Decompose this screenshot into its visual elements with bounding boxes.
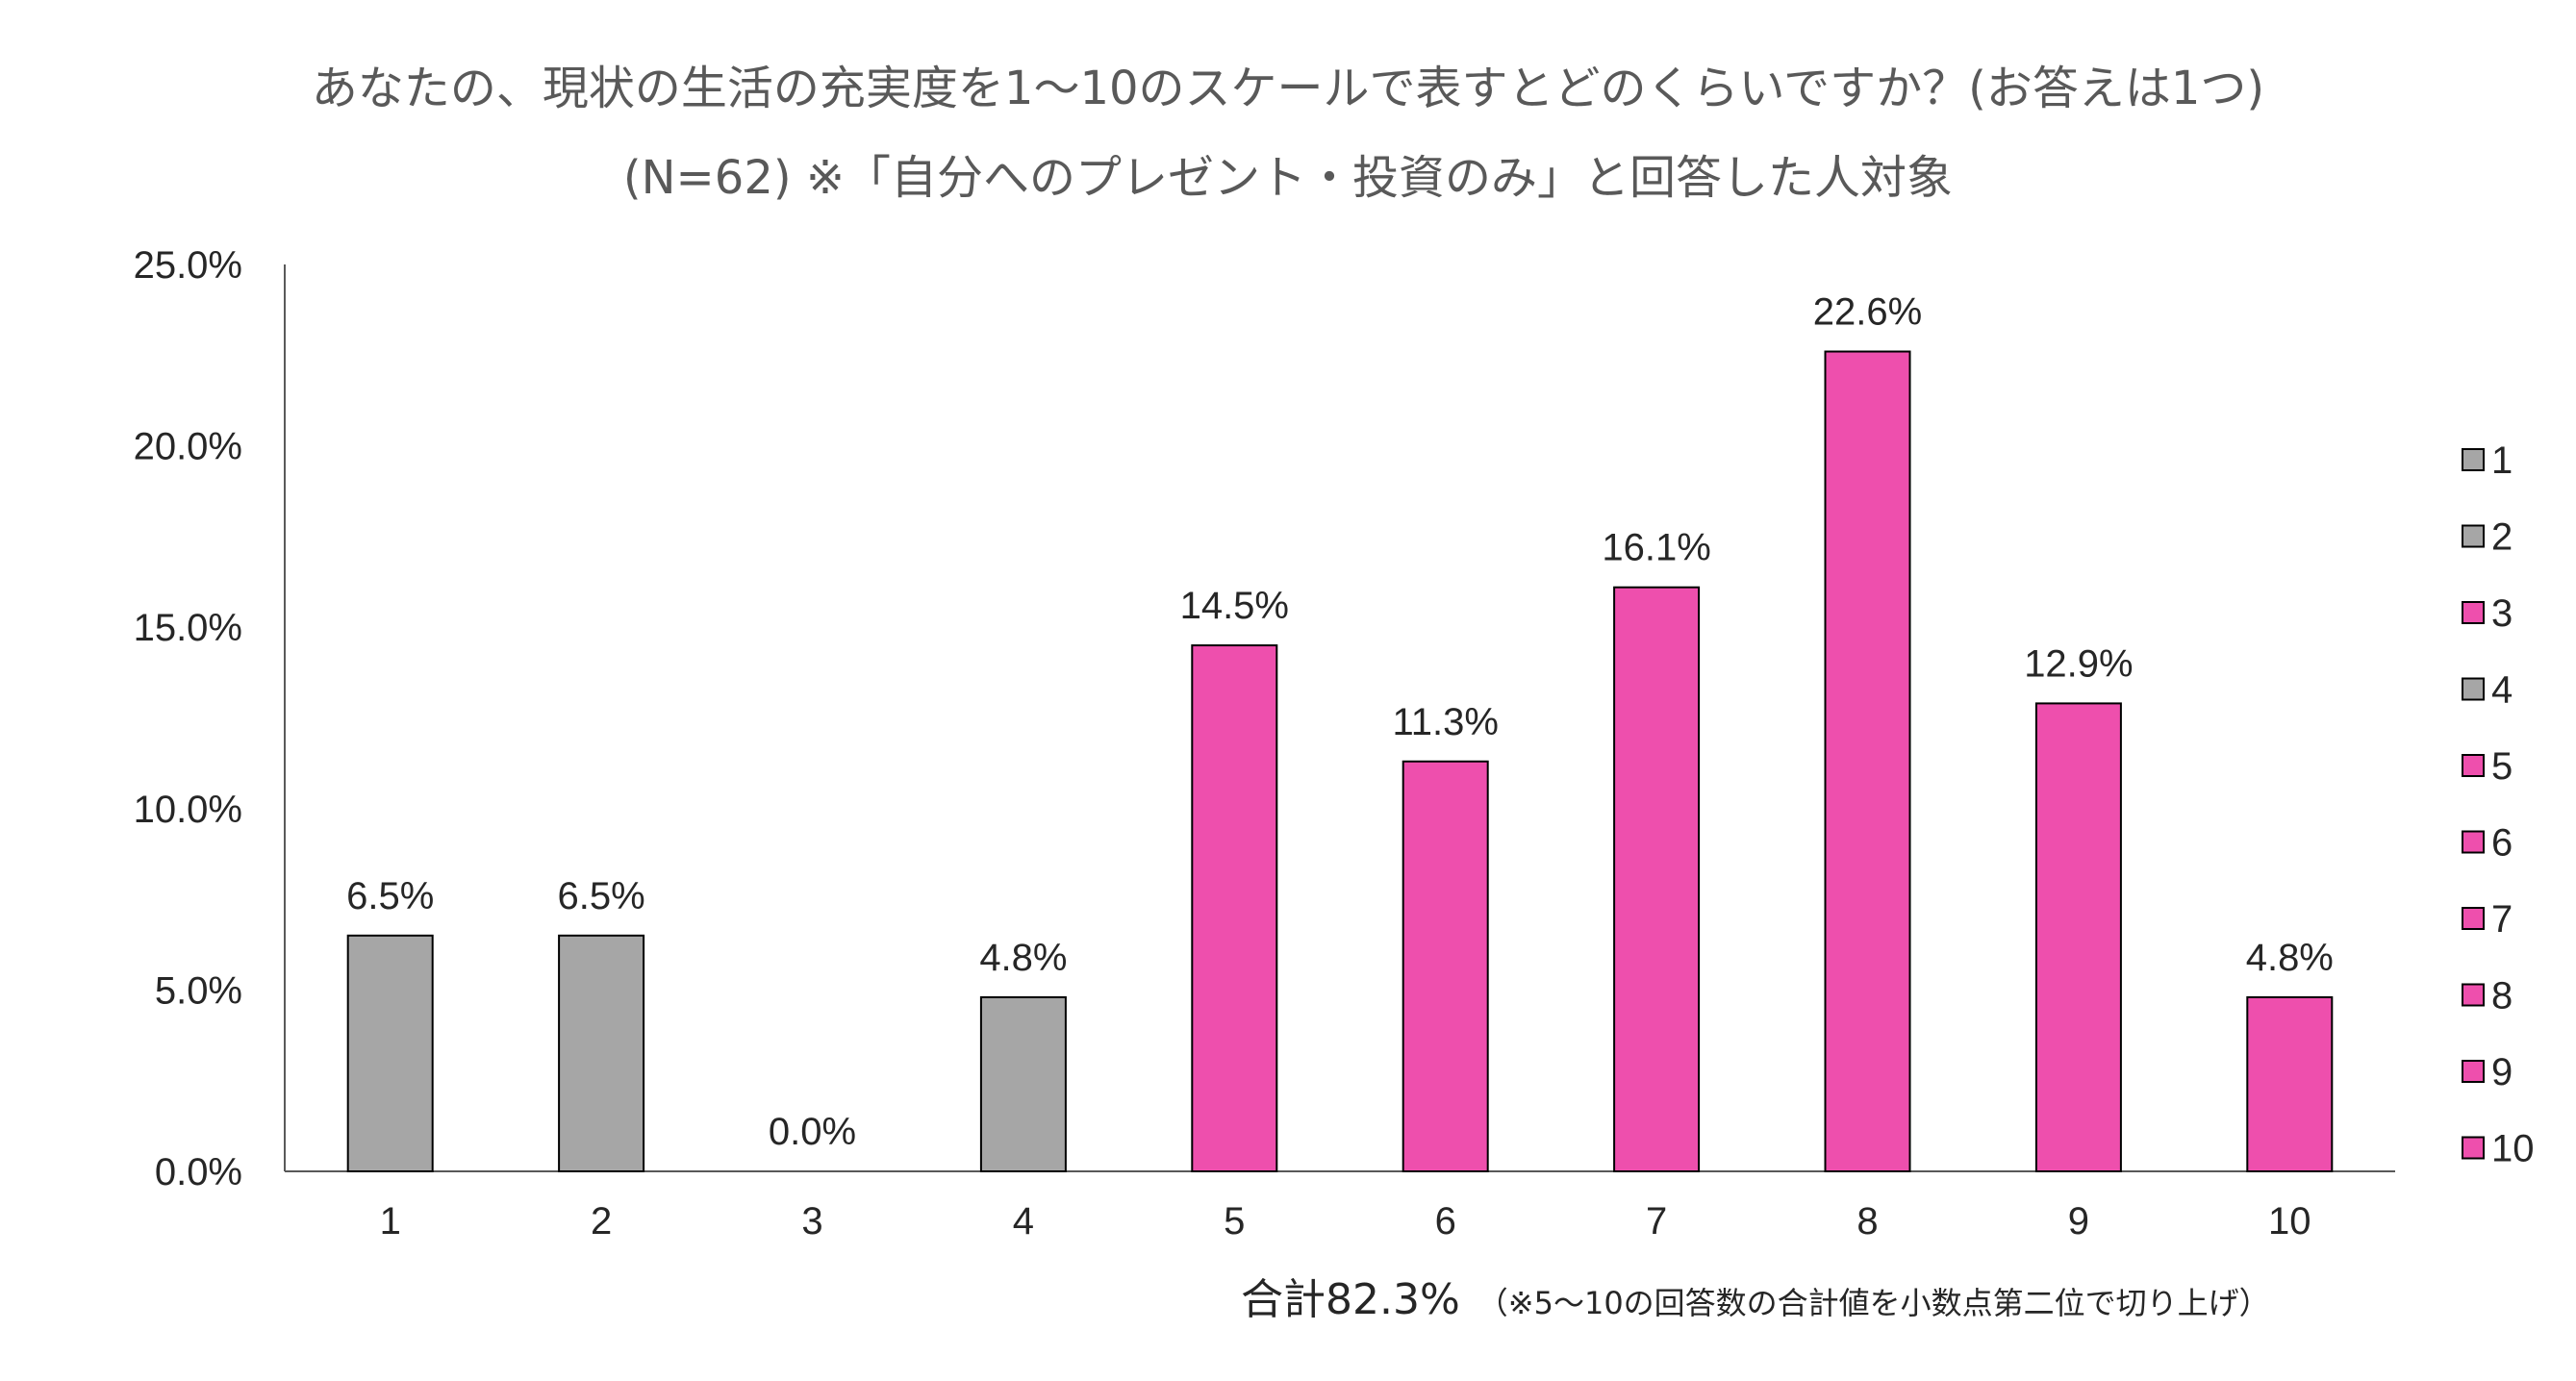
legend-label: 10 (2491, 1128, 2535, 1170)
data-label: 22.6% (1813, 291, 1922, 334)
bar (1402, 760, 1489, 1172)
data-label: 0.0% (769, 1111, 856, 1153)
data-label: 14.5% (1180, 585, 1289, 627)
data-label: 6.5% (346, 875, 434, 917)
bar (2246, 995, 2334, 1172)
y-tick-label: 20.0% (134, 426, 242, 468)
legend-swatch (2462, 983, 2485, 1007)
legend-label: 1 (2491, 439, 2513, 482)
legend-swatch (2462, 524, 2485, 548)
legend-swatch (2462, 448, 2485, 471)
legend-label: 3 (2491, 592, 2513, 635)
data-label: 6.5% (558, 875, 645, 917)
legend-label: 8 (2491, 975, 2513, 1017)
legend-label: 2 (2491, 516, 2513, 559)
data-label: 11.3% (1392, 701, 1498, 743)
legend-swatch (2462, 830, 2485, 854)
data-label: 12.9% (2024, 642, 2133, 685)
legend-swatch (2462, 1136, 2485, 1160)
y-tick-label: 0.0% (155, 1151, 242, 1193)
legend-label: 4 (2491, 669, 2513, 712)
bar (1824, 350, 1911, 1172)
data-label: 4.8% (2246, 937, 2334, 979)
legend-label: 9 (2491, 1051, 2513, 1093)
chart-subtitle: (N=62) ※「自分へのプレゼント・投資のみ」と回答した人対象 (622, 151, 1954, 205)
legend-swatch (2462, 754, 2485, 777)
x-tick-label: 5 (1224, 1200, 1245, 1243)
bar (346, 934, 434, 1172)
bar (1613, 586, 1701, 1172)
x-tick-label: 8 (1856, 1200, 1878, 1243)
x-tick-label: 2 (591, 1200, 612, 1243)
chart-title: あなたの、現状の生活の充実度を1～10のスケールで表すとどのくらいですか？(お答… (311, 62, 2265, 115)
legend-swatch (2462, 907, 2485, 930)
bar (979, 995, 1067, 1172)
bar (558, 934, 645, 1172)
footnote-total: 合計82.3% (1241, 1275, 1460, 1324)
x-tick-label: 6 (1435, 1200, 1456, 1243)
footnote: 合計82.3% （※5～10の回答数の合計値を小数点第二位で切り上げ） (1241, 1265, 2270, 1326)
legend-swatch (2462, 601, 2485, 624)
bar (2034, 702, 2122, 1172)
x-tick-label: 1 (380, 1200, 401, 1243)
data-label: 16.1% (1602, 527, 1710, 569)
footnote-note: （※5～10の回答数の合計値を小数点第二位で切り上げ） (1477, 1285, 2270, 1321)
legend-swatch (2462, 677, 2485, 701)
data-label: 4.8% (979, 937, 1067, 979)
x-tick-label: 7 (1646, 1200, 1667, 1243)
legend-swatch (2462, 1060, 2485, 1083)
bar (1191, 644, 1278, 1172)
y-tick-label: 15.0% (134, 607, 242, 649)
y-tick-label: 25.0% (134, 244, 242, 287)
y-tick-label: 10.0% (134, 789, 242, 831)
x-tick-label: 4 (1013, 1200, 1034, 1243)
legend-label: 6 (2491, 822, 2513, 865)
x-tick-label: 3 (801, 1200, 822, 1243)
legend-label: 7 (2491, 898, 2513, 941)
x-tick-label: 10 (2268, 1200, 2311, 1243)
x-tick-label: 9 (2068, 1200, 2089, 1243)
legend-label: 5 (2491, 745, 2513, 788)
y-tick-label: 5.0% (155, 969, 242, 1012)
